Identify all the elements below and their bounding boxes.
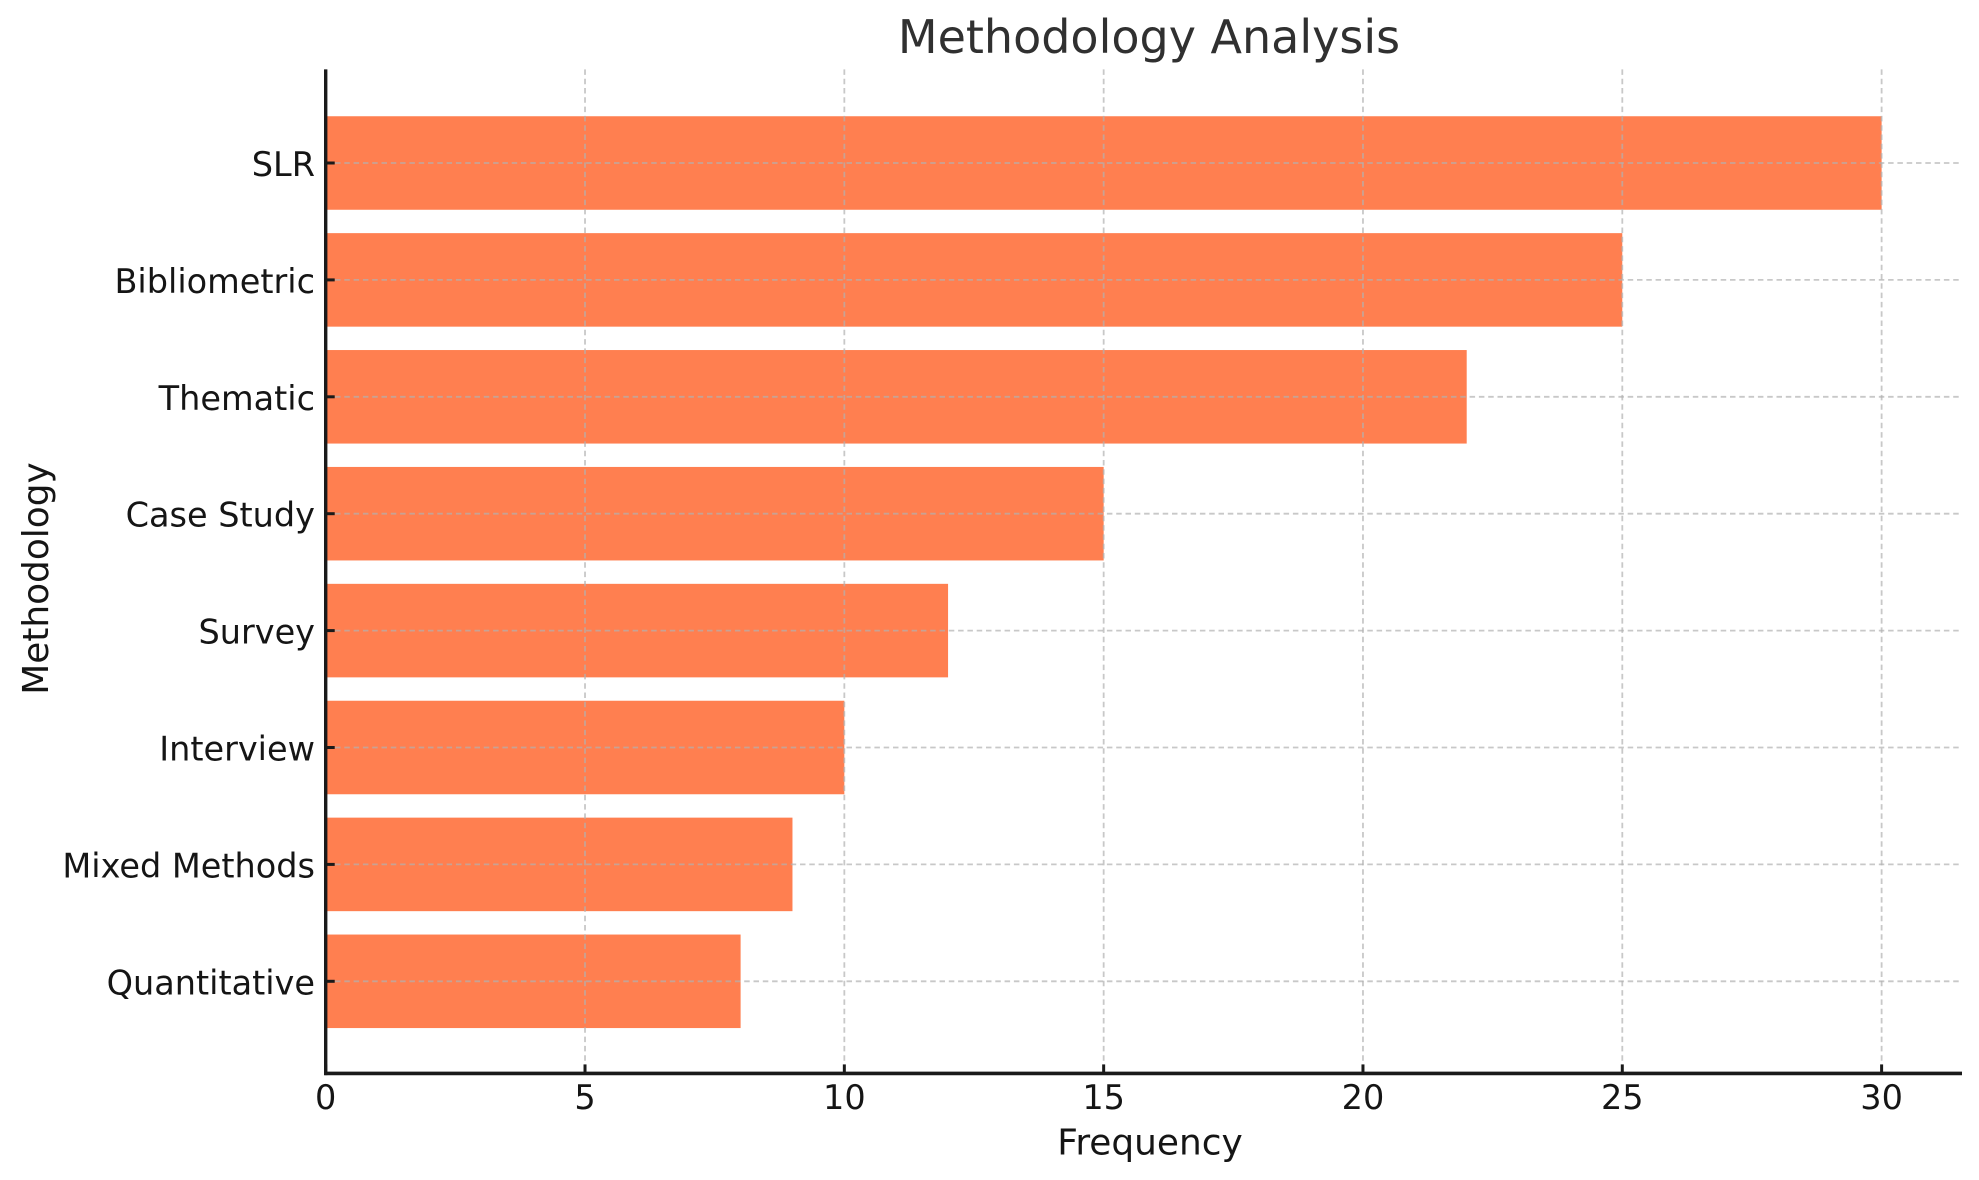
y-tick-label-slr: SLR [252, 145, 315, 184]
y-tick-label-thematic: Thematic [158, 379, 315, 418]
y-tick-label-interview: Interview [159, 730, 315, 769]
x-axis-label: Frequency [1057, 1123, 1242, 1164]
y-tick-label-bibliometric: Bibliometric [114, 262, 315, 301]
y-axis-label: Methodology [16, 462, 57, 695]
spine-layer [324, 69, 1962, 1076]
bar-case-study [325, 466, 1104, 561]
x-tick-label: 5 [574, 1078, 595, 1117]
x-tick-label: 0 [315, 1078, 336, 1117]
tick-label-layer: 0 5 10 15 20 25 30 SLR Bibliometric Thematic Case … [62, 145, 1903, 1117]
x-tick-label: 30 [1860, 1078, 1903, 1117]
grid-layer [324, 69, 1962, 1074]
y-tick-label-case-study: Case Study [126, 496, 315, 535]
x-tick-label: 15 [1082, 1078, 1125, 1117]
y-tick-label-mixed-methods: Mixed Methods [62, 846, 315, 885]
chart-title: Methodology Analysis [898, 10, 1400, 64]
x-tick-label: 25 [1601, 1078, 1644, 1117]
x-tick-label: 10 [823, 1078, 866, 1117]
y-tick-label-survey: Survey [198, 613, 315, 652]
y-tick-label-quantitative: Quantitative [107, 963, 315, 1002]
x-tick-label: 20 [1342, 1078, 1385, 1117]
